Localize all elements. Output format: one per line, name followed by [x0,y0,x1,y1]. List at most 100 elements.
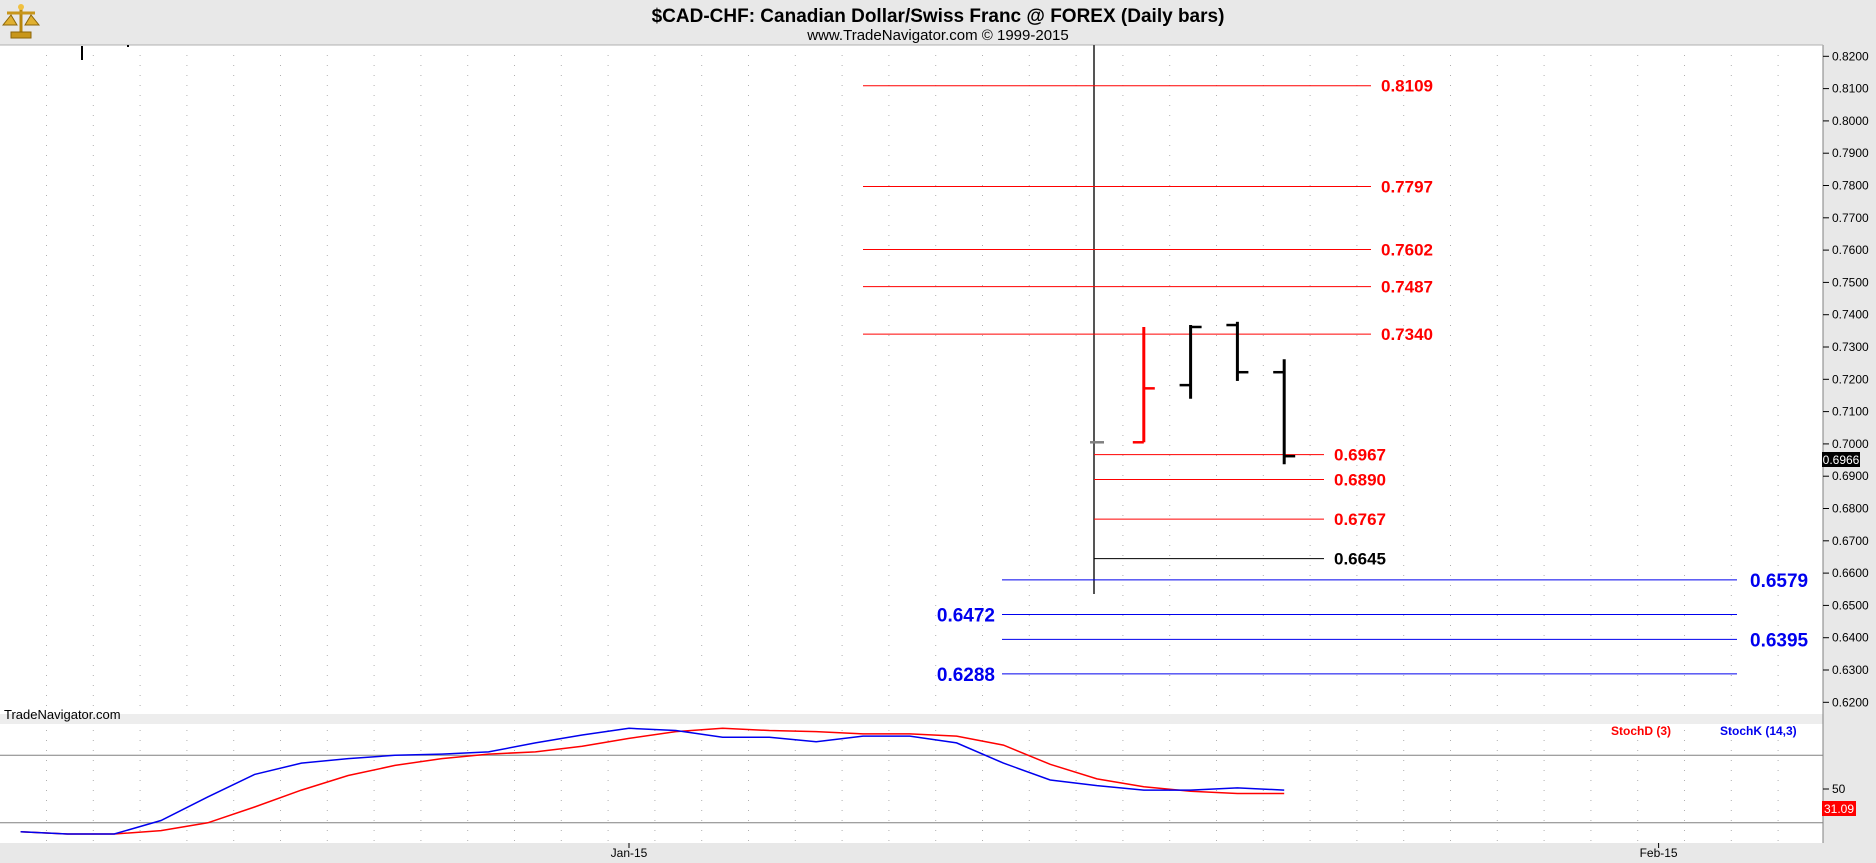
grid-dot [1543,645,1545,646]
grid-dot [373,405,375,406]
grid-dot [1262,675,1264,676]
grid-dot [46,625,47,626]
grid-dot [326,165,328,166]
grid-dot [233,195,235,196]
grid-dot [1777,760,1779,761]
grid-dot [1637,770,1639,771]
grid-dot [701,770,703,771]
grid-dot [46,315,47,316]
grid-dot [1403,85,1405,86]
grid-dot [1169,625,1171,626]
grid-dot [1028,495,1030,496]
grid-dot [1075,475,1077,476]
grid-dot [1169,255,1171,256]
grid-dot [233,225,235,226]
grid-dot [1777,285,1779,286]
grid-dot [1450,235,1451,236]
grid-dot [560,760,562,761]
grid-dot [888,595,890,596]
grid-dot [1075,415,1077,416]
grid-dot [888,760,890,761]
grid-dot [1169,305,1171,306]
grid-dot [186,635,188,636]
grid-dot [888,325,890,326]
grid-dot [654,195,656,196]
grid-dot [1450,135,1451,136]
grid-dot [1777,595,1779,596]
grid-dot [1216,740,1217,741]
grid-dot [1637,275,1639,276]
grid-dot [280,145,281,146]
grid-dot [326,175,328,176]
grid-dot [1075,605,1077,606]
grid-dot [1028,135,1030,136]
grid-dot [560,325,562,326]
grid-dot [467,740,469,741]
grid-dot [794,565,796,566]
grid-dot [1403,245,1405,246]
grid-dot [46,395,47,396]
grid-dot [233,730,235,731]
grid-dot [514,455,515,456]
grid-dot [1777,255,1779,256]
grid-dot [46,790,47,791]
grid-dot [1543,365,1545,366]
grid-dot [1122,545,1124,546]
grid-dot [560,405,562,406]
grid-dot [794,75,796,76]
grid-dot [1122,365,1124,366]
grid-dot [92,595,94,596]
grid-dot [560,55,562,56]
grid-dot [607,750,609,751]
grid-dot [280,675,281,676]
grid-dot [748,265,749,266]
grid-dot [1637,415,1639,416]
grid-dot [1262,335,1264,336]
grid-dot [701,740,703,741]
grid-dot [280,810,281,811]
grid-dot [1075,265,1077,266]
grid-dot [326,365,328,366]
grid-dot [1075,595,1077,596]
grid-dot [46,820,47,821]
grid-dot [1169,840,1171,841]
grid-dot [654,740,656,741]
grid-dot [654,255,656,256]
grid-dot [1403,800,1405,801]
grid-dot [1684,475,1685,476]
grid-dot [1777,195,1779,196]
grid-dot [1216,145,1217,146]
grid-dot [139,575,141,576]
grid-dot [748,405,749,406]
grid-dot [1403,585,1405,586]
grid-dot [46,185,47,186]
grid-dot [1309,465,1311,466]
grid-dot [1309,225,1311,226]
grid-dot [467,105,469,106]
grid-dot [373,695,375,696]
grid-dot [982,495,983,496]
grid-dot [1403,285,1405,286]
grid-dots [46,55,1779,841]
grid-dot [654,525,656,526]
grid-dot [514,655,515,656]
grid-dot [186,605,188,606]
grid-dot [748,465,749,466]
grid-dot [560,165,562,166]
grid-dot [1637,750,1639,751]
grid-dot [1684,780,1685,781]
grid-dot [982,695,983,696]
grid-dot [139,195,141,196]
grid-dot [1262,225,1264,226]
grid-dot [373,790,375,791]
grid-dot [982,135,983,136]
grid-dot [1356,95,1358,96]
grid-dot [1216,315,1217,316]
grid-dot [373,135,375,136]
grid-dot [982,605,983,606]
grid-dot [1684,790,1685,791]
grid-dot [888,575,890,576]
date-tick-label: Jan-15 [611,846,648,860]
grid-dot [1075,125,1077,126]
grid-dot [1730,405,1732,406]
